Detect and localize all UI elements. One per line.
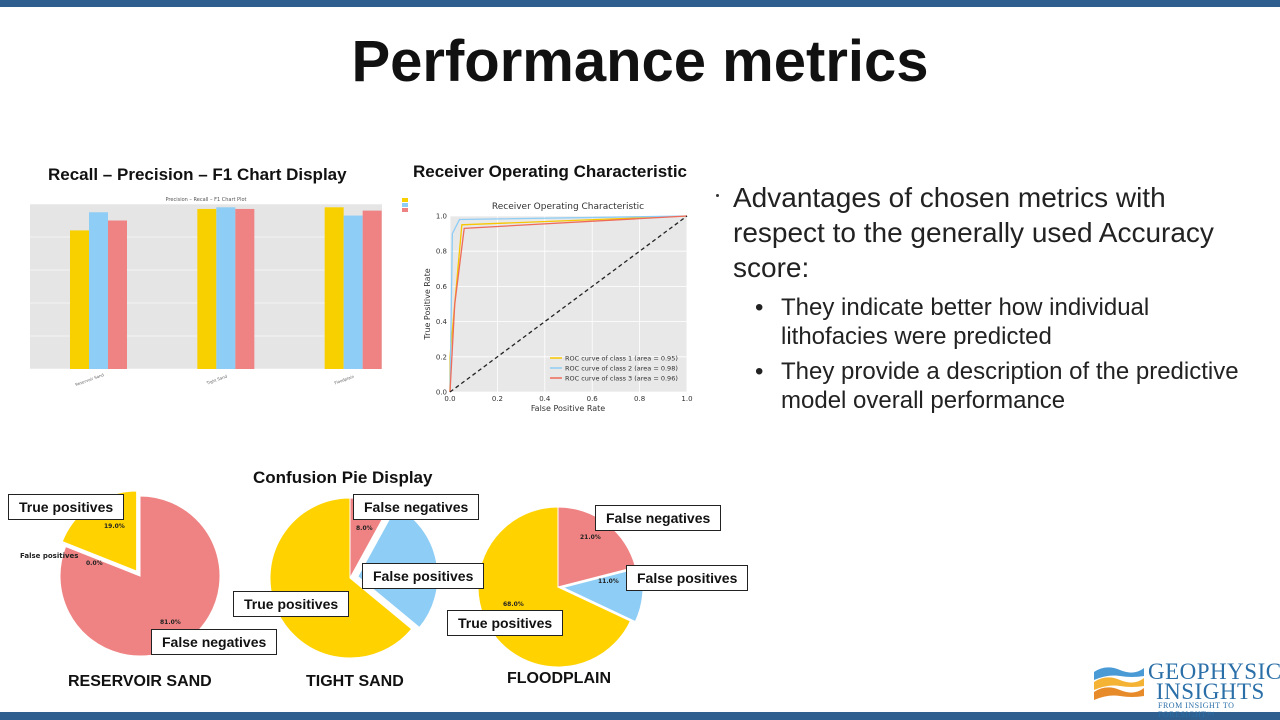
pie-caption-reservoir-sand: RESERVOIR SAND: [68, 673, 212, 690]
logo-wave-icon: [1094, 667, 1144, 700]
logo-tagline: FROM INSIGHT TO FORESIGHT™: [1158, 701, 1235, 719]
roc-chart-heading: Receiver Operating Characteristic: [413, 162, 688, 181]
roc-legend-entry: ROC curve of class 1 (area = 0.95): [565, 355, 678, 363]
pie0-tp-pct: 19.0%: [104, 523, 125, 530]
roc-ytick: 0.0: [436, 389, 447, 397]
roc-xtick: 0.0: [444, 395, 455, 403]
roc-legend-entry: ROC curve of class 2 (area = 0.98): [565, 365, 678, 373]
bar-xtick-label: Floodplain: [334, 374, 355, 386]
roc-xtick: 0.8: [634, 395, 645, 403]
roc-xlabel: False Positive Rate: [531, 404, 605, 413]
roc-lines: [449, 215, 688, 393]
roc-xtick: 0.6: [587, 395, 599, 403]
pie0-small-fp-label: False positives: [20, 552, 78, 560]
roc-xtick: 0.4: [539, 395, 551, 403]
roc-ylabel: True Positive Rate: [423, 268, 432, 340]
bullet-dot-marker: [716, 194, 719, 197]
pie2-fn-pct: 21.0%: [580, 534, 601, 541]
bar-precision-1: [197, 208, 217, 369]
sub-bullet-1: They indicate better how individual lith…: [755, 293, 1253, 351]
bar-chart-inner-title: Precision – Recall – F1 Chart Plot: [166, 197, 247, 203]
roc-inner-title: Receiver Operating Characteristic: [492, 202, 644, 212]
bar-chart: Precision – Recall – F1 Chart Plot Reser…: [18, 196, 388, 391]
bar-precision-0: [70, 230, 89, 369]
pie2-tp-pct: 68.0%: [503, 601, 524, 608]
main-bullet: Advantages of chosen metrics with respec…: [733, 182, 1214, 283]
bar-chart-heading: Recall – Precision – F1 Chart Display: [48, 165, 347, 184]
roc-ticks: 0.00.0 0.2 0.2 0.4 0.4 0.6 0.6 0.8 0.8 1.0 1.0: [436, 213, 693, 404]
logo-line1: GEOPHYSICAL: [1148, 659, 1280, 684]
callout-floodplain-false-positives: False positives: [626, 565, 749, 591]
top-accent-bar: [0, 0, 1280, 7]
callout-tight-false-negatives: False negatives: [353, 494, 480, 520]
roc-chance-line: [449, 215, 688, 393]
roc-chart: Receiver Operating Characteristic False …: [420, 194, 702, 418]
advantages-text: Advantages of chosen metrics with respec…: [733, 180, 1253, 421]
bar-marks: [70, 207, 382, 369]
bar-recall-2: [343, 215, 363, 369]
roc-curve-class-2: [449, 215, 688, 393]
callout-reservoir-false-negatives: False negatives: [151, 629, 278, 655]
roc-curve-class-3: [449, 215, 688, 393]
callout-tight-true-positives: True positives: [233, 591, 350, 617]
roc-xtick: 1.0: [681, 395, 692, 403]
sub-bullet-2: They provide a description of the predic…: [755, 357, 1253, 415]
pie-floodplain: [477, 506, 644, 668]
roc-ytick: 0.2: [436, 353, 447, 361]
pie-caption-tight-sand: TIGHT SAND: [306, 673, 404, 690]
roc-ytick: 0.8: [436, 248, 447, 256]
bar-legend-swatches: [402, 198, 408, 214]
logo-line2: INSIGHTS: [1156, 679, 1265, 704]
pie-section-heading: Confusion Pie Display: [253, 468, 433, 487]
bar-recall-0: [89, 212, 108, 369]
company-logo: GEOPHYSICAL INSIGHTS FROM INSIGHT TO FOR…: [1092, 660, 1280, 719]
callout-reservoir-true-positives: True positives: [8, 494, 125, 520]
roc-legend: ROC curve of class 1 (area = 0.95) ROC cu…: [550, 355, 678, 383]
callout-floodplain-true-positives: True positives: [447, 610, 564, 636]
roc-xtick: 0.2: [492, 395, 503, 403]
callout-tight-false-positives: False positives: [362, 563, 485, 589]
bottom-accent-bar: [0, 712, 1280, 720]
pie-caption-floodplain: FLOODPLAIN: [507, 670, 611, 687]
bar-f1-1: [235, 208, 255, 369]
roc-ytick: 0.6: [436, 283, 448, 291]
bar-f1-2: [362, 210, 382, 369]
bar-precision-2: [324, 207, 344, 369]
sub-bullets: They indicate better how individual lith…: [755, 293, 1253, 415]
pie0-fp-pct: 0.0%: [86, 560, 103, 567]
bar-f1-0: [108, 220, 127, 369]
pie2-fp-pct: 11.0%: [598, 578, 619, 585]
roc-ytick: 0.4: [436, 318, 448, 326]
pie1-fn-pct: 8.0%: [356, 525, 373, 532]
pie0-fn-pct: 81.0%: [160, 619, 181, 626]
slide-title: Performance metrics: [351, 29, 929, 94]
roc-legend-entry: ROC curve of class 3 (area = 0.96): [565, 375, 678, 383]
bar-recall-1: [216, 207, 236, 369]
roc-ytick: 1.0: [436, 213, 447, 221]
callout-floodplain-false-negatives: False negatives: [595, 505, 722, 531]
